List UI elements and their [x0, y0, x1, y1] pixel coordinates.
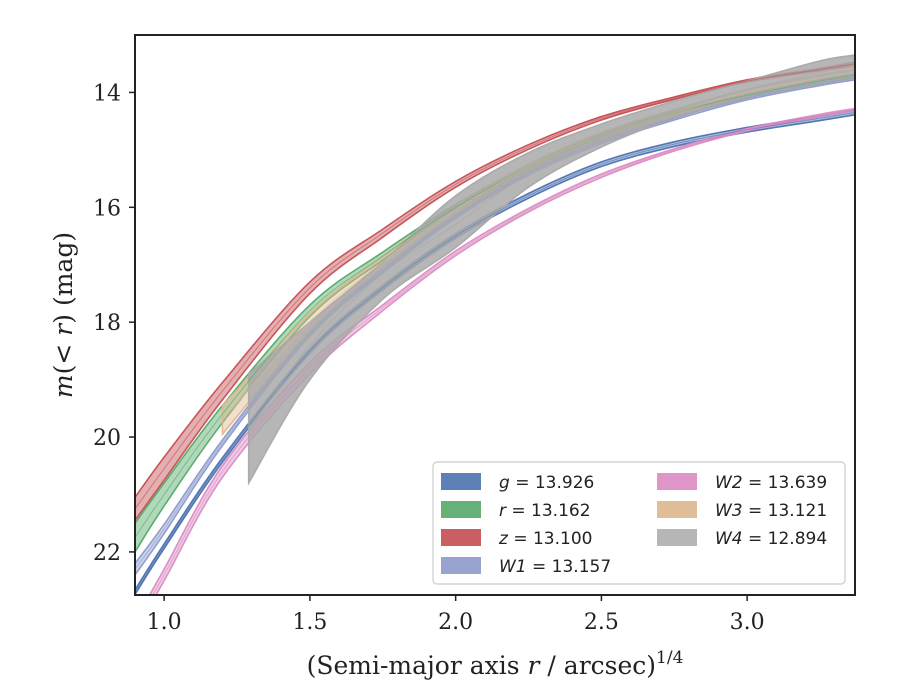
y-tick-label: 20 [93, 426, 121, 451]
legend-entry-w2: W2 = 13.639 [657, 473, 827, 493]
legend-label: W2 = 13.639 [715, 473, 827, 493]
series-band-r [135, 72, 855, 554]
series-line-w3 [222, 71, 855, 421]
x-tick-label: 3.0 [730, 610, 765, 635]
x-tick-label: 1.5 [292, 610, 327, 635]
legend-label: W1 = 13.157 [499, 557, 611, 577]
legend-entry-w4: W4 = 12.894 [657, 529, 827, 549]
x-tick-label: 2.5 [584, 610, 619, 635]
legend-swatch [657, 473, 697, 490]
legend-swatch [441, 557, 481, 574]
legend-label: W4 = 12.894 [715, 529, 827, 549]
legend-label: W3 = 13.121 [715, 501, 827, 521]
series-line-w4 [248, 66, 855, 432]
series-band-w4 [247, 54, 855, 486]
legend-swatch [657, 529, 697, 546]
legend-box [432, 461, 846, 585]
legend-entry-g: g = 13.926 [441, 473, 594, 493]
x-axis-ticks: 1.0 1.5 2.0 2.5 3.0 [147, 595, 765, 635]
legend-entry-w3: W3 = 13.121 [657, 501, 827, 521]
legend-entry-r: r = 13.162 [441, 501, 591, 521]
y-tick-label: 22 [93, 541, 121, 566]
legend-entry-z: z = 13.100 [441, 529, 592, 549]
legend-swatch [441, 501, 481, 518]
legend-swatch [441, 473, 481, 490]
series-line-w2 [152, 109, 855, 595]
series-line-z [135, 63, 855, 510]
x-axis-label: (Semi-major axis r / arcsec)1/4 [307, 648, 684, 680]
legend: g = 13.926 r = 13.162 z = 13.100 W1 = 13.15… [432, 461, 846, 585]
x-tick-label: 1.0 [147, 610, 182, 635]
y-tick-label: 18 [93, 311, 121, 336]
y-axis-label: m(< r) (mag) [49, 232, 78, 398]
legend-entry-w1: W1 = 13.157 [441, 557, 611, 577]
plot-frame [134, 34, 856, 596]
y-tick-label: 14 [93, 81, 121, 106]
y-tick-label: 16 [93, 196, 121, 221]
legend-label: r = 13.162 [499, 501, 591, 521]
series-band-z [135, 61, 855, 522]
series-line-w1 [135, 77, 855, 570]
series-lines [135, 63, 855, 595]
legend-label: z = 13.100 [498, 529, 592, 549]
x-tick-label: 2.0 [438, 610, 473, 635]
legend-label: g = 13.926 [499, 473, 594, 493]
y-axis-ticks: 14 16 18 20 22 [93, 81, 135, 566]
series-line-r [135, 74, 855, 538]
series-band-w3 [221, 68, 855, 437]
legend-swatch [441, 529, 481, 546]
legend-swatch [657, 501, 697, 518]
